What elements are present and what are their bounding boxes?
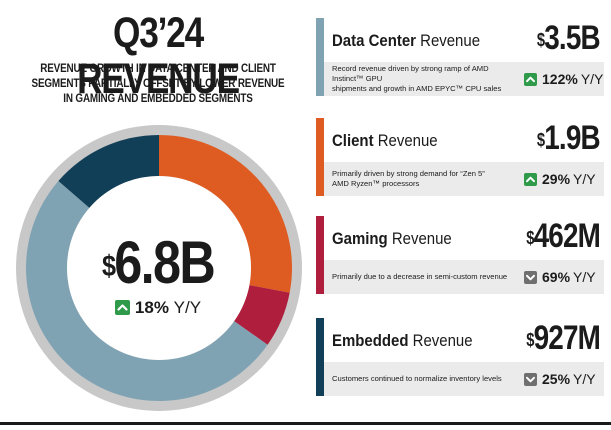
revenue-donut-chart — [16, 125, 302, 411]
donut-slice-client — [159, 135, 292, 293]
donut-slice-data-center — [25, 181, 268, 402]
segment-name-rest: Revenue — [412, 331, 473, 350]
segment-name: Data Center Revenue — [332, 31, 480, 51]
segment-amount-value: 1.9B — [544, 119, 600, 157]
up-arrow-icon — [524, 72, 537, 86]
segment-name-rest: Revenue — [420, 31, 481, 50]
segment-yoy-unit: Y/Y — [573, 371, 596, 387]
total-yoy: 18% Y/Y — [58, 298, 258, 318]
donut-slice-gaming — [234, 285, 290, 345]
segment-name: Client Revenue — [332, 131, 438, 151]
segment-description: Record revenue driven by strong ramp of … — [324, 62, 516, 96]
segment-amount: $927M — [526, 318, 601, 358]
segment-name-bold: Client — [332, 131, 374, 150]
segment-color-bar — [316, 216, 324, 294]
segment-name-rest: Revenue — [377, 131, 438, 150]
segment-description-line: Customers continued to normalize invento… — [332, 374, 502, 383]
segment-yoy-pct: 69% — [542, 269, 571, 285]
segment-description-line: Primarily driven by strong demand for “Z… — [332, 169, 485, 178]
segment-description-line: AMD Ryzen™ processors — [332, 179, 420, 188]
segment-amount: $1.9B — [536, 118, 601, 158]
segment-amount-value: 927M — [533, 319, 601, 357]
segment-color-bar — [316, 18, 324, 96]
segment-currency: $ — [526, 330, 534, 350]
segment-yoy: 69% Y/Y — [516, 260, 604, 294]
segment-yoy: 29% Y/Y — [516, 162, 604, 196]
segment-currency: $ — [536, 30, 545, 50]
total-currency: $ — [101, 250, 116, 283]
subtitle-line: IN GAMING AND EMBEDDED SEGMENTS — [63, 93, 253, 105]
segment-description-line: Record revenue driven by strong ramp of … — [332, 64, 489, 83]
segment-name: Embedded Revenue — [332, 331, 473, 351]
segment-amount-value: 3.5B — [544, 19, 600, 57]
segment-currency: $ — [526, 228, 534, 248]
subtitle-line: SEGMENTS PARTIALLY OFFSET BY LOWER REVEN… — [31, 78, 285, 90]
segment-card-gaming: Gaming Revenue $462M Primarily due to a … — [316, 216, 604, 294]
segment-amount: $3.5B — [536, 18, 601, 58]
segment-card-data-center: Data Center Revenue $3.5B Record revenue… — [316, 18, 604, 96]
segment-description-line: shipments and growth in AMD EPYC™ CPU sa… — [332, 84, 502, 93]
segment-name-bold: Gaming — [332, 229, 388, 248]
segment-description: Primarily due to a decrease in semi-cust… — [324, 260, 516, 294]
segment-color-bar — [316, 118, 324, 196]
segment-yoy-pct: 122% — [542, 71, 578, 87]
segment-card-embedded: Embedded Revenue $927M Customers continu… — [316, 318, 604, 396]
page-title: Q3’24 REVENUE — [77, 9, 240, 103]
segment-description: Primarily driven by strong demand for “Z… — [324, 162, 516, 196]
total-yoy-unit: Y/Y — [173, 298, 202, 317]
segment-name-bold: Data Center — [332, 31, 416, 50]
page-subtitle: REVENUE GROWTH IN DATA CENTER AND CLIENT… — [29, 62, 287, 107]
segment-yoy-unit: Y/Y — [573, 171, 596, 187]
segment-description: Customers continued to normalize invento… — [324, 362, 516, 396]
down-arrow-icon — [524, 270, 537, 284]
segment-card-client: Client Revenue $1.9B Primarily driven by… — [316, 118, 604, 196]
segment-yoy-pct: 25% — [542, 371, 571, 387]
segment-name-bold: Embedded — [332, 331, 409, 350]
donut-slice-embedded — [58, 135, 159, 208]
segment-currency: $ — [536, 130, 545, 150]
segment-amount: $462M — [526, 216, 601, 256]
up-arrow-icon — [524, 172, 537, 186]
bottom-divider — [0, 422, 611, 425]
subtitle-line: REVENUE GROWTH IN DATA CENTER AND CLIENT — [40, 63, 276, 75]
donut-hole — [67, 176, 251, 360]
segment-name-rest: Revenue — [391, 229, 452, 248]
segment-yoy: 122% Y/Y — [516, 62, 604, 96]
segment-yoy: 25% Y/Y — [516, 362, 604, 396]
segment-amount-value: 462M — [533, 217, 601, 255]
down-arrow-icon — [524, 372, 537, 386]
total-amount: 6.8B — [114, 229, 215, 296]
segment-description-line: Primarily due to a decrease in semi-cust… — [332, 272, 508, 281]
segment-color-bar — [316, 318, 324, 396]
segment-yoy-unit: Y/Y — [580, 71, 604, 87]
up-arrow-icon — [114, 300, 130, 315]
segment-yoy-unit: Y/Y — [573, 269, 596, 285]
segment-yoy-pct: 29% — [542, 171, 571, 187]
total-yoy-pct: 18% — [134, 298, 169, 317]
segment-name: Gaming Revenue — [332, 229, 452, 249]
total-revenue-value: $6.8B — [74, 232, 242, 294]
